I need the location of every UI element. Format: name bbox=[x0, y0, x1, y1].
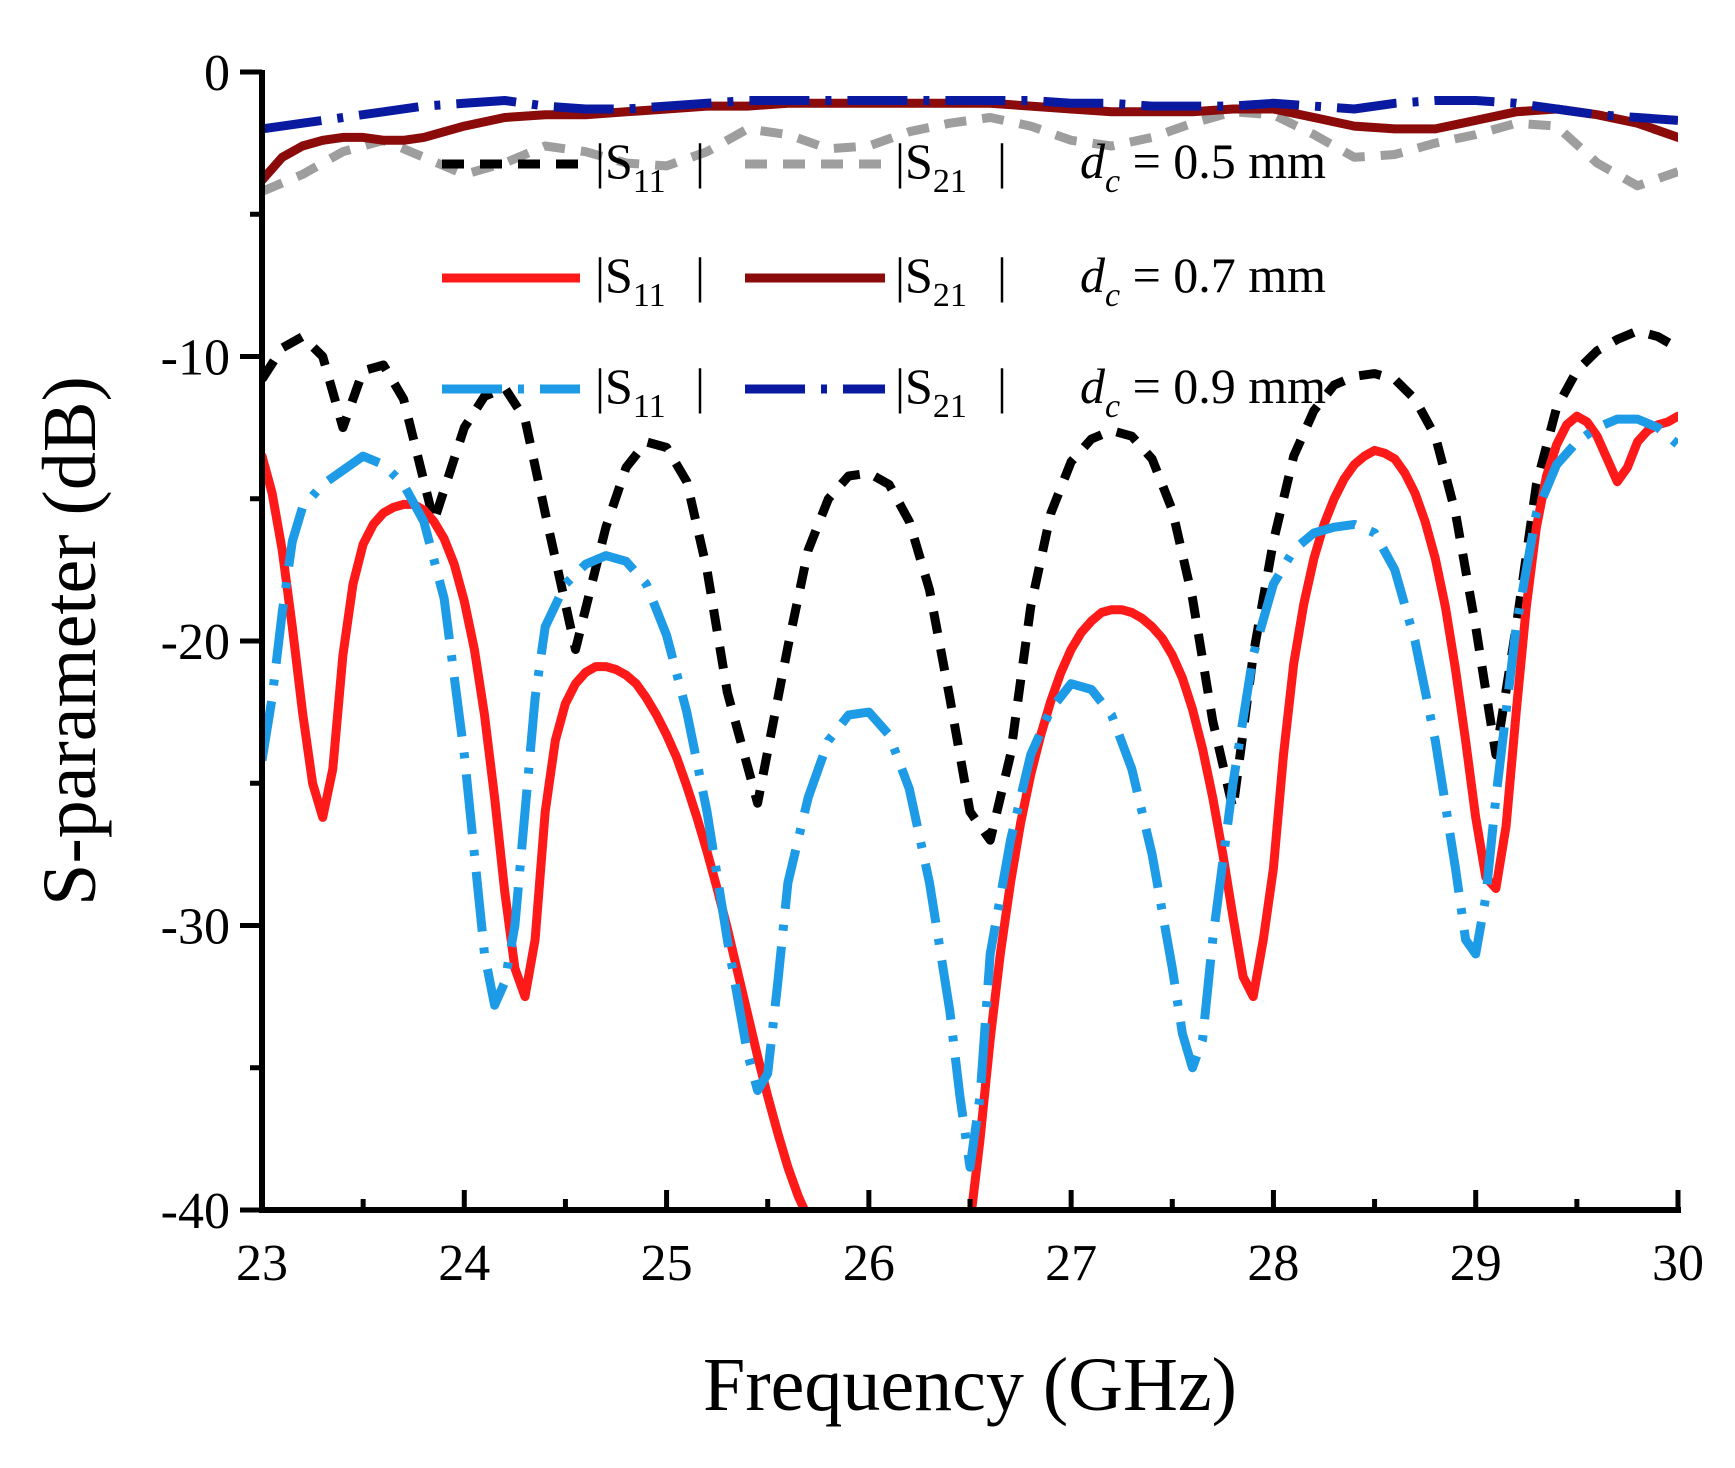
x-tick-label: 24 bbox=[438, 1235, 490, 1292]
legend-bar: | bbox=[695, 358, 705, 414]
x-tick-label: 25 bbox=[641, 1235, 693, 1292]
series-line-5 bbox=[262, 414, 1678, 1172]
y-axis-title: S-parameter (dB) bbox=[28, 376, 112, 906]
legend-row-0: |S11 | |S21 | dc = 0.5 mm bbox=[442, 133, 1326, 200]
legend-bar: | bbox=[695, 247, 705, 303]
y-tick-label: -20 bbox=[161, 614, 230, 671]
legend-s21-label: |S21 bbox=[895, 133, 967, 200]
legend-param: dc = 0.9 mm bbox=[1080, 358, 1326, 425]
x-tick-label: 30 bbox=[1652, 1235, 1704, 1292]
legend-s21-label: |S21 bbox=[895, 247, 967, 314]
tick-labels: 23 24 25 26 27 28 29 30 0 -10 -20 -30 -40 bbox=[161, 45, 1704, 1292]
series-line-3 bbox=[967, 411, 1678, 1210]
legend-param: dc = 0.5 mm bbox=[1080, 133, 1326, 200]
legend-bar: | bbox=[997, 133, 1007, 189]
legend-bar: | bbox=[997, 247, 1007, 303]
y-tick-label: 0 bbox=[204, 45, 230, 102]
legend-s21-label: |S21 bbox=[895, 358, 967, 425]
series-line-6 bbox=[262, 96, 1678, 134]
legend-row-1: |S11 | |S21 | dc = 0.7 mm bbox=[442, 247, 1326, 314]
series-line-0 bbox=[262, 326, 1678, 845]
x-tick-label: 28 bbox=[1247, 1235, 1299, 1292]
legend-bar: | bbox=[997, 358, 1007, 414]
legend-s11-label: |S11 bbox=[595, 247, 666, 314]
series-layer bbox=[262, 96, 1678, 1210]
y-tick-label: -40 bbox=[161, 1183, 230, 1240]
legend-s11-label: |S11 bbox=[595, 358, 666, 425]
legend-row-2: |S11 | |S21 | dc = 0.9 mm bbox=[442, 358, 1326, 425]
legend-param: dc = 0.7 mm bbox=[1080, 247, 1326, 314]
legend-s11-label: |S11 bbox=[595, 133, 666, 200]
x-axis-title: Frequency (GHz) bbox=[703, 1343, 1237, 1427]
x-tick-label: 23 bbox=[236, 1235, 288, 1292]
x-tick-label: 27 bbox=[1045, 1235, 1097, 1292]
y-tick-label: -10 bbox=[161, 330, 230, 387]
x-tick-label: 26 bbox=[843, 1235, 895, 1292]
legend-bar: | bbox=[695, 133, 705, 189]
y-tick-label: -30 bbox=[161, 899, 230, 956]
series-line-2 bbox=[262, 451, 810, 1210]
x-tick-label: 29 bbox=[1450, 1235, 1502, 1292]
legend: |S11 | |S21 | dc = 0.5 mm |S11 | |S21 | dc = 0.7 … bbox=[442, 133, 1326, 425]
axes bbox=[240, 69, 1681, 1213]
